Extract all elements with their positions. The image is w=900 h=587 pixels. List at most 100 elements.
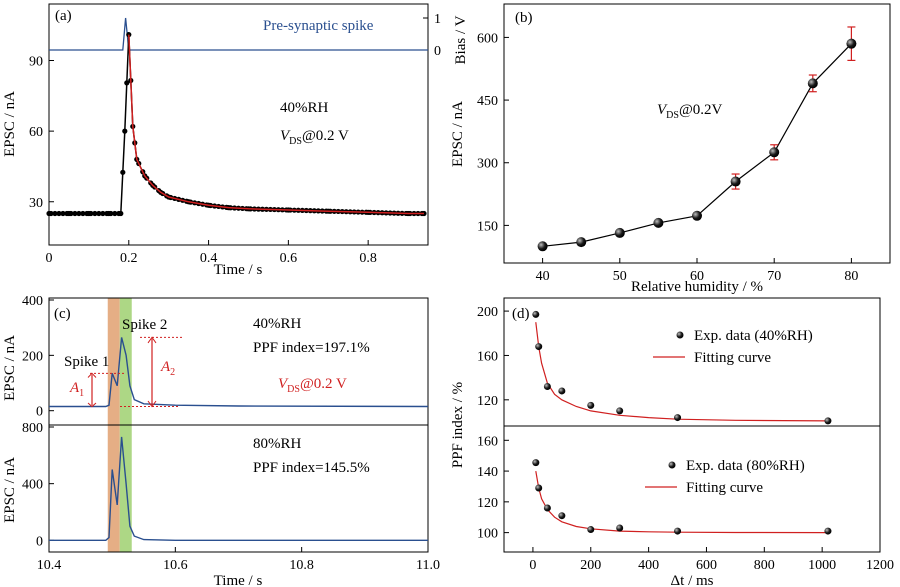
- panel-a-data-point-1: [52, 210, 58, 217]
- panel-a-ytick-label-2: 90: [29, 55, 43, 70]
- panel-b-point-5: [730, 176, 741, 187]
- panel-b-ytick-label-1: 300: [477, 157, 498, 172]
- panel-b-xtick-label-3: 70: [767, 269, 781, 284]
- panel-c0-ytick-label-2: 400: [22, 294, 43, 309]
- panel-d0-legend-marker: [676, 331, 684, 339]
- panel-d0-point-4: [587, 401, 595, 409]
- panel-b-ytick-label-0: 150: [477, 219, 498, 234]
- panel-a-data-point-115: [421, 210, 427, 217]
- panel-c0-ytick-label-1: 200: [22, 349, 43, 364]
- panel-d1-ytick-label-2: 140: [477, 465, 498, 480]
- panel-d0-ytick-label-2: 200: [477, 305, 498, 320]
- panel-c-xtick-label-0: 10.4: [37, 558, 62, 573]
- panel-b-point-3: [653, 217, 664, 228]
- panel-c-xtick-label-1: 10.6: [163, 558, 188, 573]
- panel-a-xtick-label-0: 0: [46, 251, 53, 266]
- panel-a-data-point-13: [100, 210, 106, 217]
- panel-a-fit-line: [128, 34, 424, 215]
- panel-c-annotation-ppf-80: PPF index=145.5%: [253, 460, 370, 476]
- panel-d0-point-7: [824, 417, 832, 425]
- panel-b-point-8: [846, 38, 857, 49]
- panel-b-ytick-label-3: 600: [477, 31, 498, 46]
- panel-b-point-1: [576, 237, 587, 248]
- panel-d1-point-6: [674, 527, 682, 535]
- panel-b-annotation-vds: VDS@0.2V: [657, 102, 723, 121]
- panel-c1-line: [49, 436, 428, 541]
- panel-d0-point-3: [558, 387, 566, 395]
- panel-a-data-point-99: [122, 128, 128, 134]
- panel-c-frame-1: [48, 424, 429, 553]
- panel-a-data-point-98: [118, 210, 124, 217]
- panel-d1-point-4: [587, 526, 595, 534]
- panel-d1-point-5: [616, 524, 624, 532]
- panel-a-data-point-11: [92, 210, 98, 217]
- panel-d1-legend-fit: Fitting curve: [686, 480, 763, 496]
- panel-a-data-point-12: [96, 210, 102, 217]
- panel-a-xtick-label-1: 0.2: [120, 251, 138, 266]
- panel-a-data-point-97: [106, 210, 112, 217]
- panel-b-xtick-label-2: 60: [690, 269, 704, 284]
- panel-b-point-2: [614, 227, 625, 238]
- panel-b-xtick-label-0: 40: [536, 269, 550, 284]
- panel-b-frame: [503, 3, 891, 264]
- panel-d-xtick-label-4: 800: [754, 558, 775, 573]
- panel-c-a2-arrowhead-down: [147, 400, 157, 408]
- panel-d-xtick-label-3: 600: [696, 558, 717, 573]
- panel-c-a1-arrowhead-up: [87, 372, 97, 378]
- panel-b-ylabel: EPSC / nA: [450, 101, 466, 167]
- panel-a-xtick-label-4: 0.8: [359, 251, 377, 266]
- panel-c-spike1-label: Spike 1: [64, 354, 109, 370]
- panel-b-point-4: [692, 210, 702, 221]
- panel-a-data-point-3: [60, 210, 66, 217]
- panel-d0-ytick-label-0: 120: [477, 394, 498, 409]
- panel-c-a2-label: A2: [160, 359, 175, 378]
- panel-d1-point-3: [558, 512, 566, 520]
- panel-d0-point-5: [616, 407, 624, 415]
- panel-d1-fit-line: [535, 470, 828, 534]
- panel-d-xtick-label-6: 1200: [866, 558, 894, 573]
- panel-a-ytick-label-1: 60: [29, 125, 43, 140]
- panel-a-annotation-vds: VDS@0.2 V: [280, 128, 349, 147]
- panel-a-data-point-94: [46, 210, 52, 217]
- panel-d0-legend-fit: Fitting curve: [694, 350, 771, 366]
- panel-d0-legend-data: Exp. data (40%RH): [694, 328, 813, 344]
- panel-c-annotation-rh-80: 80%RH: [253, 436, 302, 452]
- panel-d1-point-1: [535, 484, 543, 492]
- panel-b-xtick-label-4: 80: [844, 269, 858, 284]
- panel-c0-line: [49, 337, 429, 408]
- panel-d1-legend-data: Exp. data (80%RH): [686, 458, 805, 474]
- panel-d-xtick-label-2: 400: [638, 558, 659, 573]
- panel-a-xtick-label-2: 0.4: [200, 251, 218, 266]
- panel-a-y2tick-label-1: 1: [434, 12, 441, 27]
- panel-c-annotation-ppf: PPF index=197.1%: [253, 340, 370, 356]
- panel-d-frame-1: [503, 425, 881, 553]
- panel-c1-ytick-label-0: 0: [36, 534, 43, 549]
- panel-d-xtick-label-1: 200: [580, 558, 601, 573]
- panel-a-frame: [48, 3, 429, 246]
- panel-a-spike-line: [49, 17, 428, 51]
- panel-a-ylabel: EPSC / nA: [2, 91, 18, 157]
- panel-a-annotation-rh: 40%RH: [280, 100, 329, 116]
- panel-c-ylabel-bottom: EPSC / nA: [2, 457, 18, 523]
- panel-c-xlabel: Time / s: [214, 573, 263, 587]
- panel-b-xtick-label-1: 50: [613, 269, 627, 284]
- panel-d0-point-1: [535, 343, 543, 351]
- panel-c-xtick-label-3: 11.0: [416, 558, 440, 573]
- panel-c-xtick-label-2: 10.8: [289, 558, 314, 573]
- panel-d0-point-6: [674, 414, 682, 422]
- panel-a-xtick-label-3: 0.6: [280, 251, 298, 266]
- panel-d-frame-0: [503, 297, 881, 427]
- panel-a-label: (a): [55, 8, 72, 24]
- panel-d1-point-7: [824, 527, 832, 535]
- panel-b-label: (b): [515, 10, 533, 26]
- panel-a-y2label: Bias / V: [453, 15, 469, 64]
- panel-d-xlabel: Δt / ms: [671, 573, 714, 587]
- panel-b-xlabel: Relative humidity / %: [631, 279, 763, 295]
- panel-a-data-point-16: [112, 210, 118, 217]
- panel-d1-ytick-label-3: 160: [477, 434, 498, 449]
- panel-a-data-point-7: [76, 210, 82, 217]
- panel-d1-point-0: [532, 459, 540, 467]
- panel-d-label: (d): [512, 306, 530, 322]
- panel-a-ytick-label-0: 30: [29, 196, 43, 211]
